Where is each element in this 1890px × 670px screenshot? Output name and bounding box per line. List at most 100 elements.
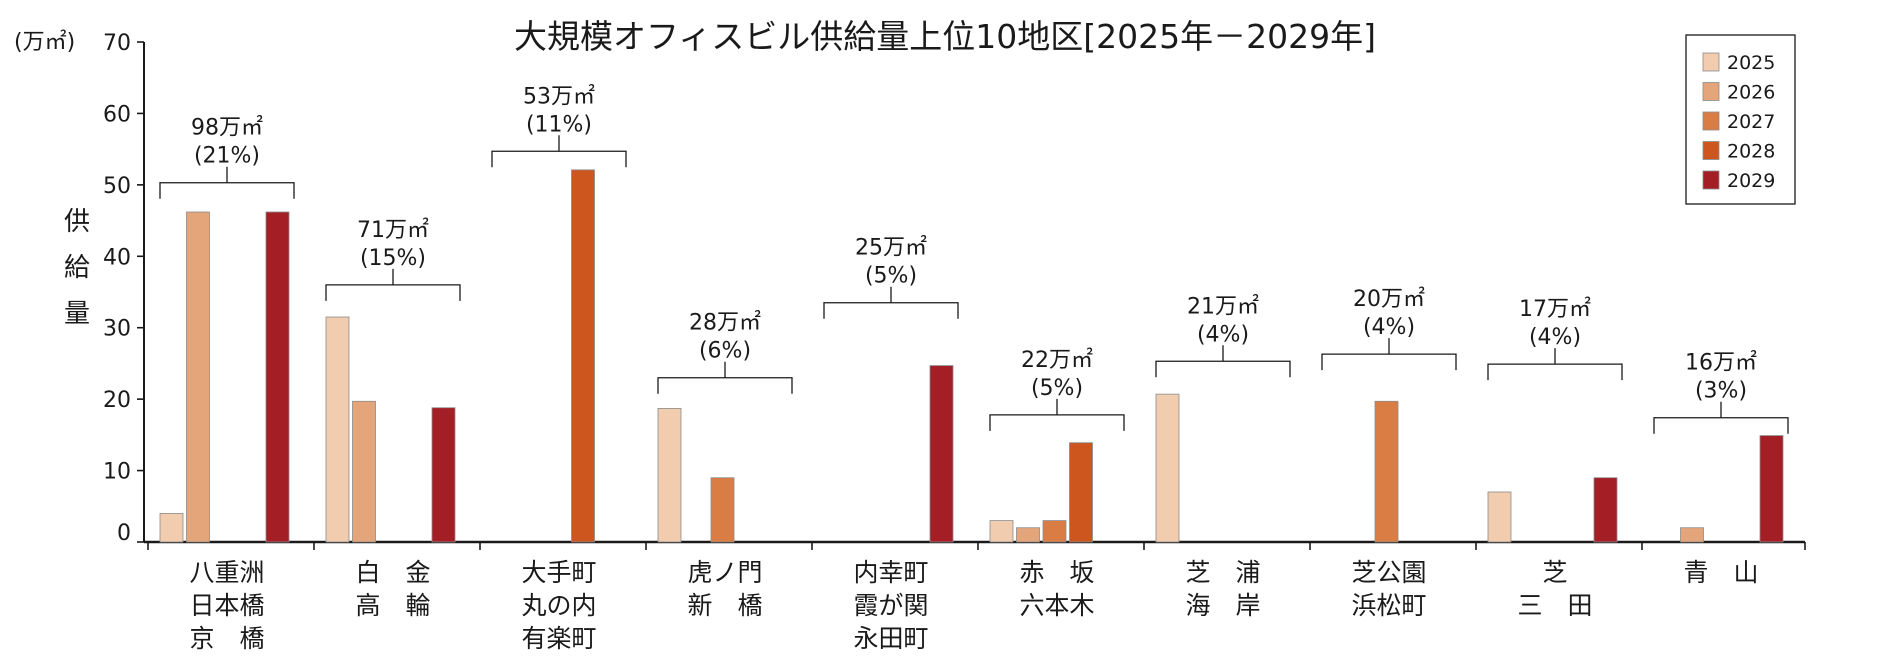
bar-2029 — [929, 365, 954, 543]
legend-label-2026: 2026 — [1727, 82, 1775, 104]
bar-2027 — [1374, 400, 1399, 543]
bar-2025 — [989, 520, 1014, 543]
category-label: 日本橋 — [189, 591, 264, 620]
y-axis-unit: (万㎡) — [14, 29, 75, 55]
group-share-label: (6%) — [699, 339, 751, 364]
category-label: 高 輪 — [355, 591, 430, 620]
group-bracket — [1487, 348, 1623, 381]
group-bracket — [1321, 338, 1457, 371]
group-share-label: (3%) — [1695, 379, 1747, 404]
group-bracket — [1653, 401, 1789, 434]
category-label: 永田町 — [853, 624, 928, 653]
category-label: 青 山 — [1683, 558, 1758, 587]
category-label: 丸の内 — [521, 591, 596, 620]
group-bracket — [1155, 345, 1291, 378]
y-axis-label-char: 供 — [64, 207, 90, 237]
group-bracket — [491, 135, 627, 168]
bar-2028 — [1069, 442, 1093, 543]
category-label: 白 金 — [355, 558, 430, 587]
group-total-label: 20万㎡ — [1353, 286, 1425, 312]
category-label: 六本木 — [1019, 591, 1094, 620]
legend-label-2028: 2028 — [1727, 141, 1775, 163]
bar-2029 — [1593, 477, 1618, 543]
legend-swatch-2025 — [1702, 52, 1720, 72]
bars — [159, 169, 1784, 543]
group-total-label: 53万㎡ — [523, 83, 595, 109]
category-label: 八重洲 — [189, 558, 264, 587]
group-total-label: 21万㎡ — [1187, 293, 1259, 319]
y-axis-label-char: 量 — [64, 299, 90, 329]
group-share-label: (4%) — [1197, 322, 1249, 347]
category-label: 赤 坂 — [1019, 558, 1094, 587]
category-label: 内幸町 — [853, 558, 928, 587]
category-label: 大手町 — [521, 558, 596, 587]
legend: 2025 2026 2027 2028 2029 — [1685, 34, 1796, 205]
y-tick-label: 0 — [117, 521, 131, 546]
bar-2026 — [186, 211, 210, 543]
category-label: 三 田 — [1517, 591, 1592, 620]
legend-label-2027: 2027 — [1727, 111, 1775, 133]
bar-2028 — [571, 169, 595, 543]
category-label: 虎ノ門 — [687, 558, 762, 587]
group-bracket — [657, 361, 793, 394]
bar-2027 — [710, 477, 735, 543]
bar-2029 — [431, 407, 456, 543]
group-bracket — [325, 268, 461, 301]
group-share-label: (4%) — [1363, 315, 1415, 340]
bar-2025 — [325, 316, 350, 543]
category-label: 芝公園 — [1351, 558, 1426, 587]
y-tick-label: 10 — [103, 460, 131, 485]
group-share-label: (5%) — [865, 264, 917, 289]
group-total-label: 98万㎡ — [191, 115, 263, 141]
y-tick-label: 40 — [103, 245, 131, 270]
bar-2025 — [159, 513, 184, 543]
bar-2026 — [352, 400, 376, 543]
legend-label-2025: 2025 — [1727, 52, 1775, 74]
category-label: 芝 — [1542, 558, 1567, 587]
y-axis-label-char: 給 — [64, 253, 90, 283]
legend-swatch-2028 — [1702, 141, 1720, 160]
group-bracket — [989, 398, 1125, 431]
bar-2029 — [1759, 435, 1784, 543]
category-label: 海 岸 — [1185, 591, 1260, 620]
y-tick-label: 30 — [103, 317, 131, 342]
category-label: 霞が関 — [853, 591, 928, 620]
bar-2029 — [265, 211, 290, 543]
y-tick-label: 50 — [103, 174, 131, 199]
bar-2027 — [1042, 520, 1067, 543]
y-tick-label: 20 — [103, 388, 131, 413]
legend-swatch-2029 — [1702, 170, 1720, 190]
group-share-label: (4%) — [1529, 325, 1581, 350]
bar-2025 — [1155, 393, 1180, 543]
bar-2025 — [657, 408, 682, 543]
y-tick-label: 70 — [103, 31, 131, 56]
axes: 0 10 20 30 40 50 60 70 — [103, 31, 1806, 550]
bar-2026 — [1680, 527, 1704, 543]
bar-2026 — [1016, 527, 1040, 543]
group-bracket — [823, 286, 959, 319]
group-total-label: 22万㎡ — [1021, 347, 1093, 373]
legend-label-2029: 2029 — [1727, 170, 1775, 192]
category-label: 新 橋 — [687, 591, 762, 620]
y-axis-label: 供給量 — [64, 207, 90, 329]
y-tick-label: 60 — [103, 102, 131, 127]
group-share-label: (11%) — [526, 112, 592, 137]
group-bracket — [159, 166, 295, 199]
group-total-label: 16万㎡ — [1685, 350, 1757, 376]
group-total-annotations: 98万㎡ (21%) 71万㎡ (15%) 53万㎡ (11%) 28万㎡ (6%) 25万㎡ (… — [159, 83, 1789, 434]
group-total-label: 28万㎡ — [689, 310, 761, 336]
group-total-label: 17万㎡ — [1519, 296, 1591, 322]
chart-title: 大規模オフィスビル供給量上位10地区[2025年－2029年] — [514, 17, 1376, 56]
category-label: 有楽町 — [521, 624, 596, 653]
bar-2025 — [1487, 491, 1512, 543]
group-total-label: 71万㎡ — [357, 217, 429, 243]
category-label: 芝 浦 — [1185, 558, 1260, 587]
category-label: 京 橋 — [189, 624, 264, 653]
group-share-label: (15%) — [360, 246, 426, 271]
legend-swatch-2026 — [1702, 82, 1720, 101]
group-share-label: (5%) — [1031, 376, 1083, 401]
group-total-label: 25万㎡ — [855, 235, 927, 261]
group-share-label: (21%) — [194, 144, 260, 169]
